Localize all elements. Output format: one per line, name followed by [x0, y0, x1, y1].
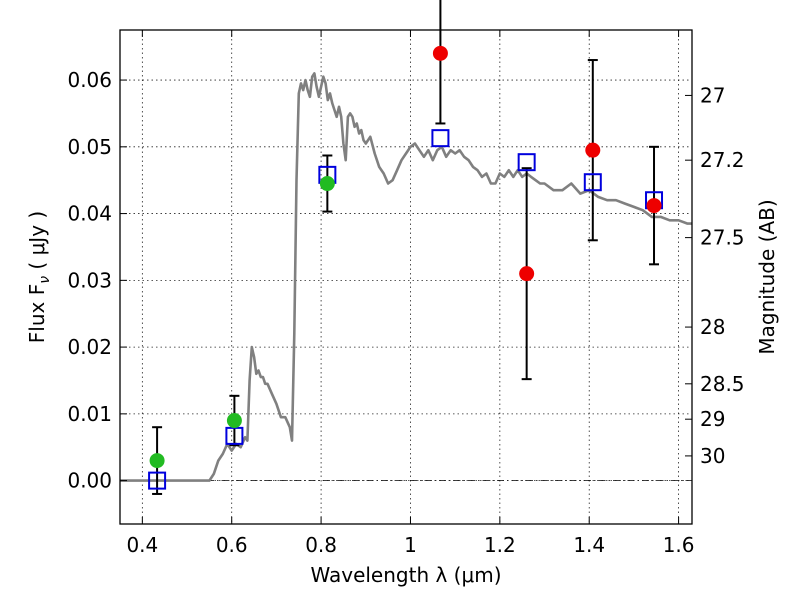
x-tick-label: 1.4: [573, 533, 605, 557]
right-tick-label: 28: [700, 315, 725, 339]
y-tick-label: 0.06: [67, 68, 112, 92]
grid: [120, 30, 692, 524]
x-tick-label: 0.8: [305, 533, 337, 557]
right-axis-ticks: 27 27.2 27.5 28 28.5 29 30: [685, 83, 745, 468]
right-tick-label: 27.2: [700, 148, 745, 172]
model-spectrum-line: [120, 72, 692, 482]
red-point: [585, 142, 601, 158]
x-tick-label: 1: [404, 533, 417, 557]
x-axis-title: Wavelength λ (μm): [310, 563, 501, 587]
red-point: [432, 45, 448, 61]
right-tick-label: 28.5: [700, 372, 745, 396]
x-tick-label: 1.2: [484, 533, 516, 557]
green-point: [149, 453, 165, 469]
right-tick-label: 27: [700, 83, 725, 107]
x-tick-label: 0.6: [216, 533, 248, 557]
y-tick-label: 0.03: [67, 268, 112, 292]
y-tick-label: 0.02: [67, 335, 112, 359]
right-tick-label: 30: [700, 444, 725, 468]
observed-points: [149, 45, 662, 469]
y-axis-title-unit: ( μJy ): [25, 211, 49, 276]
right-axis-title: Magnitude (AB): [755, 199, 779, 354]
x-axis-ticks: 0.4 0.6 0.8 1 1.2 1.4 1.6: [126, 30, 695, 557]
y-axis-title-subscript: ν: [37, 276, 53, 284]
red-point: [519, 266, 535, 282]
model-photometry-squares: [148, 129, 664, 490]
model-square: [583, 173, 602, 192]
model-square: [431, 129, 450, 148]
red-point: [646, 198, 662, 214]
model-square: [148, 471, 167, 490]
x-tick-label: 1.6: [663, 533, 695, 557]
right-tick-label: 29: [700, 407, 725, 431]
green-point: [319, 176, 335, 192]
y-tick-label: 0.00: [67, 469, 112, 493]
right-tick-label: 27.5: [700, 226, 745, 250]
x-tick-label: 0.4: [126, 533, 158, 557]
y-axis-ticks: 0.00 0.01 0.02 0.03 0.04 0.05 0.06: [67, 68, 127, 493]
plot-frame: [119, 29, 693, 525]
y-axis-title-main: Flux F: [25, 284, 49, 343]
y-axis-title: Flux Fν ( μJy ): [25, 211, 53, 343]
green-point: [226, 413, 242, 429]
y-tick-label: 0.05: [67, 135, 112, 159]
model-square: [517, 153, 536, 172]
model-spectrum: [120, 72, 692, 482]
y-tick-label: 0.04: [67, 202, 112, 226]
y-tick-label: 0.01: [67, 402, 112, 426]
